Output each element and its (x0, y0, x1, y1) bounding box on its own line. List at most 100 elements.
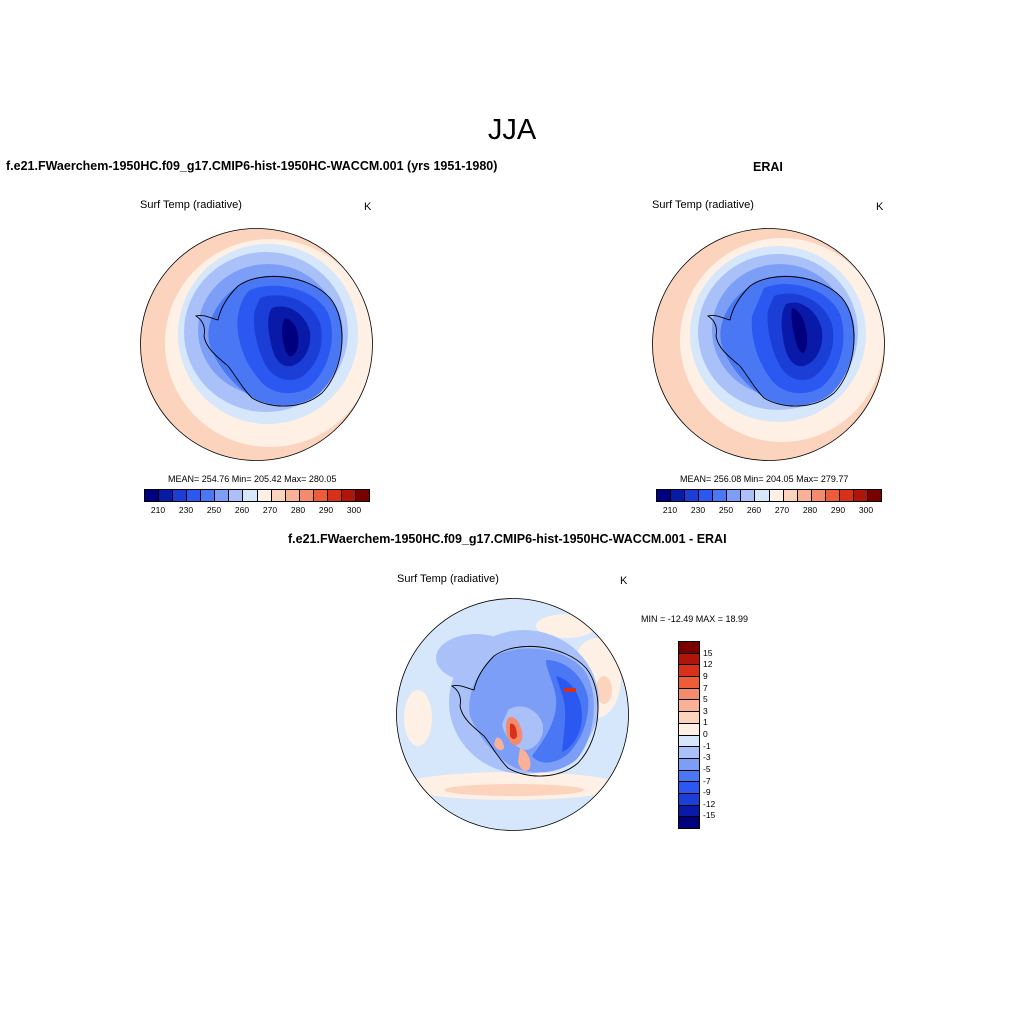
obs-panel-title: ERAI (753, 160, 783, 174)
obs-units-label: K (876, 201, 884, 213)
diff-colorbar-ticks: 15 12 9 7 5 3 1 0 -1 -3 -5 -7 -9 -12 -15 (703, 641, 733, 827)
colorbar-swatch (726, 490, 741, 501)
colorbar-tick-label: 3 (703, 705, 708, 716)
colorbar-tick-label: 210 (662, 505, 678, 515)
diff-units-label: K (620, 575, 628, 587)
colorbar-tick-label: 9 (703, 670, 708, 681)
colorbar-swatch (679, 711, 699, 723)
colorbar-swatch (679, 804, 699, 817)
colorbar-tick-label: 1 (703, 717, 708, 728)
colorbar-swatch (679, 734, 699, 747)
colorbar-tick-label: 250 (718, 505, 734, 515)
diff-colorbar (678, 641, 700, 829)
obs-field-label: Surf Temp (radiative) (652, 199, 754, 211)
colorbar-swatch (796, 490, 811, 501)
colorbar-swatch (712, 490, 727, 501)
colorbar-tick-label: 12 (703, 659, 713, 670)
model-stats: MEAN= 254.76 Min= 205.42 Max= 280.05 (168, 474, 337, 484)
colorbar-swatch (698, 490, 713, 501)
colorbar-swatch (679, 642, 699, 653)
colorbar-tick-label: 280 (802, 505, 818, 515)
colorbar-swatch (354, 490, 369, 501)
colorbar-tick-label: 270 (262, 505, 278, 515)
colorbar-swatch (679, 757, 699, 770)
colorbar-swatch (679, 687, 699, 700)
colorbar-swatch (214, 490, 229, 501)
model-polar-map (140, 228, 373, 461)
colorbar-tick-label: 7 (703, 682, 708, 693)
figure-title: JJA (487, 114, 537, 146)
colorbar-tick-label: 300 (346, 505, 362, 515)
model-panel-title: f.e21.FWaerchem-1950HC.f09_g17.CMIP6-his… (6, 159, 498, 173)
colorbar-swatch (298, 490, 313, 501)
colorbar-swatch (768, 490, 783, 501)
colorbar-tick-label: 300 (858, 505, 874, 515)
colorbar-swatch (679, 781, 699, 793)
colorbar-swatch (824, 490, 839, 501)
colorbar-swatch (679, 746, 699, 758)
colorbar-tick-label: -12 (703, 798, 716, 809)
colorbar-tick-label: 290 (830, 505, 846, 515)
model-colorbar-ticks: 210 230 250 260 270 280 290 300 (144, 505, 368, 517)
colorbar-swatch (810, 490, 825, 501)
diff-panel-title: f.e21.FWaerchem-1950HC.f09_g17.CMIP6-his… (288, 532, 727, 546)
colorbar-swatch (679, 722, 699, 735)
colorbar-swatch (145, 490, 159, 501)
colorbar-tick-label: 5 (703, 694, 708, 705)
obs-polar-map (652, 228, 885, 461)
colorbar-swatch (679, 676, 699, 688)
colorbar-swatch (679, 769, 699, 782)
colorbar-tick-label: 210 (150, 505, 166, 515)
colorbar-swatch (679, 792, 699, 805)
colorbar-swatch (326, 490, 341, 501)
colorbar-swatch (242, 490, 257, 501)
colorbar-swatch (284, 490, 299, 501)
colorbar-tick-label: 230 (178, 505, 194, 515)
colorbar-swatch (657, 490, 671, 501)
colorbar-swatch (782, 490, 797, 501)
colorbar-swatch (172, 490, 187, 501)
colorbar-tick-label: 260 (746, 505, 762, 515)
colorbar-swatch (679, 652, 699, 665)
colorbar-tick-label: 250 (206, 505, 222, 515)
model-colorbar (144, 489, 370, 502)
colorbar-swatch (256, 490, 271, 501)
diff-stats: MIN = -12.49 MAX = 18.99 (641, 614, 749, 624)
colorbar-swatch (740, 490, 755, 501)
colorbar-swatch (852, 490, 867, 501)
colorbar-swatch (186, 490, 201, 501)
obs-stats: MEAN= 256.08 Min= 204.05 Max= 279.77 (680, 474, 849, 484)
colorbar-tick-label: -3 (703, 752, 711, 763)
colorbar-swatch (158, 490, 173, 501)
colorbar-swatch (228, 490, 243, 501)
colorbar-tick-label: -15 (703, 810, 716, 821)
colorbar-swatch (754, 490, 769, 501)
colorbar-tick-label: 270 (774, 505, 790, 515)
obs-colorbar-ticks: 210 230 250 260 270 280 290 300 (656, 505, 880, 517)
diff-field-label: Surf Temp (radiative) (397, 573, 499, 585)
colorbar-swatch (679, 816, 699, 828)
colorbar-swatch (670, 490, 685, 501)
colorbar-swatch (866, 490, 881, 501)
obs-colorbar (656, 489, 882, 502)
colorbar-swatch (340, 490, 355, 501)
colorbar-tick-label: -9 (703, 787, 711, 798)
colorbar-swatch (270, 490, 285, 501)
colorbar-tick-label: -7 (703, 775, 711, 786)
colorbar-swatch (684, 490, 699, 501)
diff-polar-map (396, 598, 629, 831)
colorbar-swatch (312, 490, 327, 501)
colorbar-swatch (679, 664, 699, 677)
model-field-label: Surf Temp (radiative) (140, 199, 242, 211)
colorbar-tick-label: 290 (318, 505, 334, 515)
colorbar-tick-label: -5 (703, 763, 711, 774)
colorbar-tick-label: 280 (290, 505, 306, 515)
colorbar-tick-label: 260 (234, 505, 250, 515)
colorbar-tick-label: 15 (703, 647, 713, 658)
colorbar-tick-label: 230 (690, 505, 706, 515)
colorbar-swatch (679, 699, 699, 712)
model-units-label: K (364, 201, 372, 213)
colorbar-tick-label: 0 (703, 729, 708, 739)
colorbar-swatch (200, 490, 215, 501)
colorbar-tick-label: -1 (703, 740, 711, 751)
